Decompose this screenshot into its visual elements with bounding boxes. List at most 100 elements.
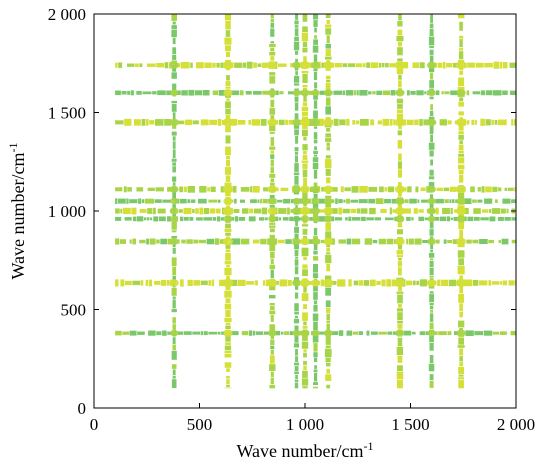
contour-mark — [381, 63, 385, 68]
contour-mark — [295, 14, 299, 20]
contour-mark — [326, 263, 331, 272]
contour-mark — [458, 367, 465, 374]
contour-mark — [325, 82, 331, 92]
contour-mark — [150, 217, 153, 221]
contour-mark — [270, 269, 274, 279]
contour-mark — [295, 221, 298, 227]
contour-mark — [192, 331, 201, 335]
contour-mark — [419, 119, 423, 126]
contour-mark — [326, 307, 331, 314]
contour-mark — [225, 86, 231, 89]
contour-mark — [199, 207, 204, 215]
contour-mark — [188, 89, 195, 96]
contour-mark — [337, 279, 346, 287]
contour-mark — [301, 112, 308, 116]
contour-mark — [480, 118, 485, 126]
y-tick-label: 1 500 — [48, 104, 86, 123]
contour-mark — [439, 119, 447, 126]
cross-peak — [292, 118, 302, 126]
contour-mark — [352, 120, 356, 125]
contour-mark — [458, 150, 464, 154]
contour-mark — [172, 275, 176, 282]
contour-mark — [313, 20, 318, 27]
contour-mark — [156, 63, 165, 68]
contour-mark — [294, 147, 299, 152]
contour-mark — [149, 238, 156, 245]
contour-mark — [200, 119, 209, 126]
cross-peak — [223, 215, 233, 223]
contour-mark — [325, 106, 331, 115]
contour-mark — [302, 228, 308, 235]
contour-mark — [278, 208, 287, 214]
contour-mark — [240, 90, 244, 96]
contour-mark — [326, 20, 330, 24]
contour-mark — [416, 280, 420, 285]
contour-mark — [492, 186, 498, 192]
contour-mark — [358, 199, 368, 204]
contour-marks — [115, 14, 516, 389]
contour-mark — [459, 174, 464, 183]
contour-mark — [396, 291, 404, 294]
contour-mark — [325, 255, 332, 264]
contour-mark — [397, 104, 403, 109]
contour-mark — [459, 284, 463, 294]
contour-mark — [350, 208, 357, 214]
contour-mark — [430, 194, 434, 202]
contour-mark — [429, 335, 434, 343]
contour-mark — [429, 291, 434, 294]
contour-mark — [212, 62, 216, 68]
contour-mark — [462, 198, 472, 204]
contour-mark — [294, 303, 299, 312]
contour-mark — [216, 208, 221, 214]
contour-mark — [183, 186, 187, 193]
contour-mark — [277, 239, 285, 244]
contour-mark — [334, 217, 343, 221]
contour-mark — [224, 317, 232, 323]
contour-mark — [269, 234, 275, 239]
contour-mark — [270, 150, 275, 154]
cross-peak — [427, 215, 436, 223]
contour-mark — [226, 159, 230, 167]
contour-mark — [329, 208, 338, 214]
contour-mark — [359, 186, 368, 193]
contour-mark — [459, 275, 463, 280]
contour-mark — [325, 75, 331, 80]
contour-mark — [159, 216, 166, 222]
contour-mark — [231, 331, 239, 336]
contour-mark — [139, 63, 143, 68]
contour-mark — [126, 198, 129, 204]
contour-mark — [450, 90, 459, 96]
contour-mark — [347, 63, 356, 68]
contour-mark — [234, 62, 242, 68]
contour-mark — [202, 90, 210, 96]
contour-mark — [242, 208, 249, 214]
cross-peak — [292, 89, 301, 97]
contour-mark — [489, 216, 496, 222]
contour-mark — [269, 310, 276, 315]
cross-peak — [300, 185, 310, 194]
contour-mark — [358, 280, 364, 286]
contour-mark — [467, 216, 473, 222]
contour-mark — [397, 312, 403, 321]
contour-mark — [313, 193, 318, 201]
contour-mark — [458, 111, 464, 116]
contour-mark — [447, 120, 452, 125]
contour-mark — [294, 366, 299, 372]
contour-mark — [429, 201, 434, 208]
contour-mark — [147, 187, 155, 191]
contour-mark — [412, 62, 419, 68]
contour-mark — [302, 325, 308, 329]
contour-mark — [325, 133, 331, 138]
contour-mark — [429, 150, 434, 157]
contour-mark — [313, 110, 318, 119]
contour-mark — [333, 90, 343, 95]
contour-mark — [302, 169, 308, 178]
contour-mark — [325, 168, 331, 176]
contour-mark — [115, 90, 121, 96]
contour-mark — [362, 63, 366, 68]
contour-mark — [485, 119, 491, 126]
contour-mark — [181, 90, 188, 96]
contour-mark — [506, 208, 509, 214]
contour-mark — [314, 372, 318, 382]
contour-mark — [429, 305, 434, 310]
